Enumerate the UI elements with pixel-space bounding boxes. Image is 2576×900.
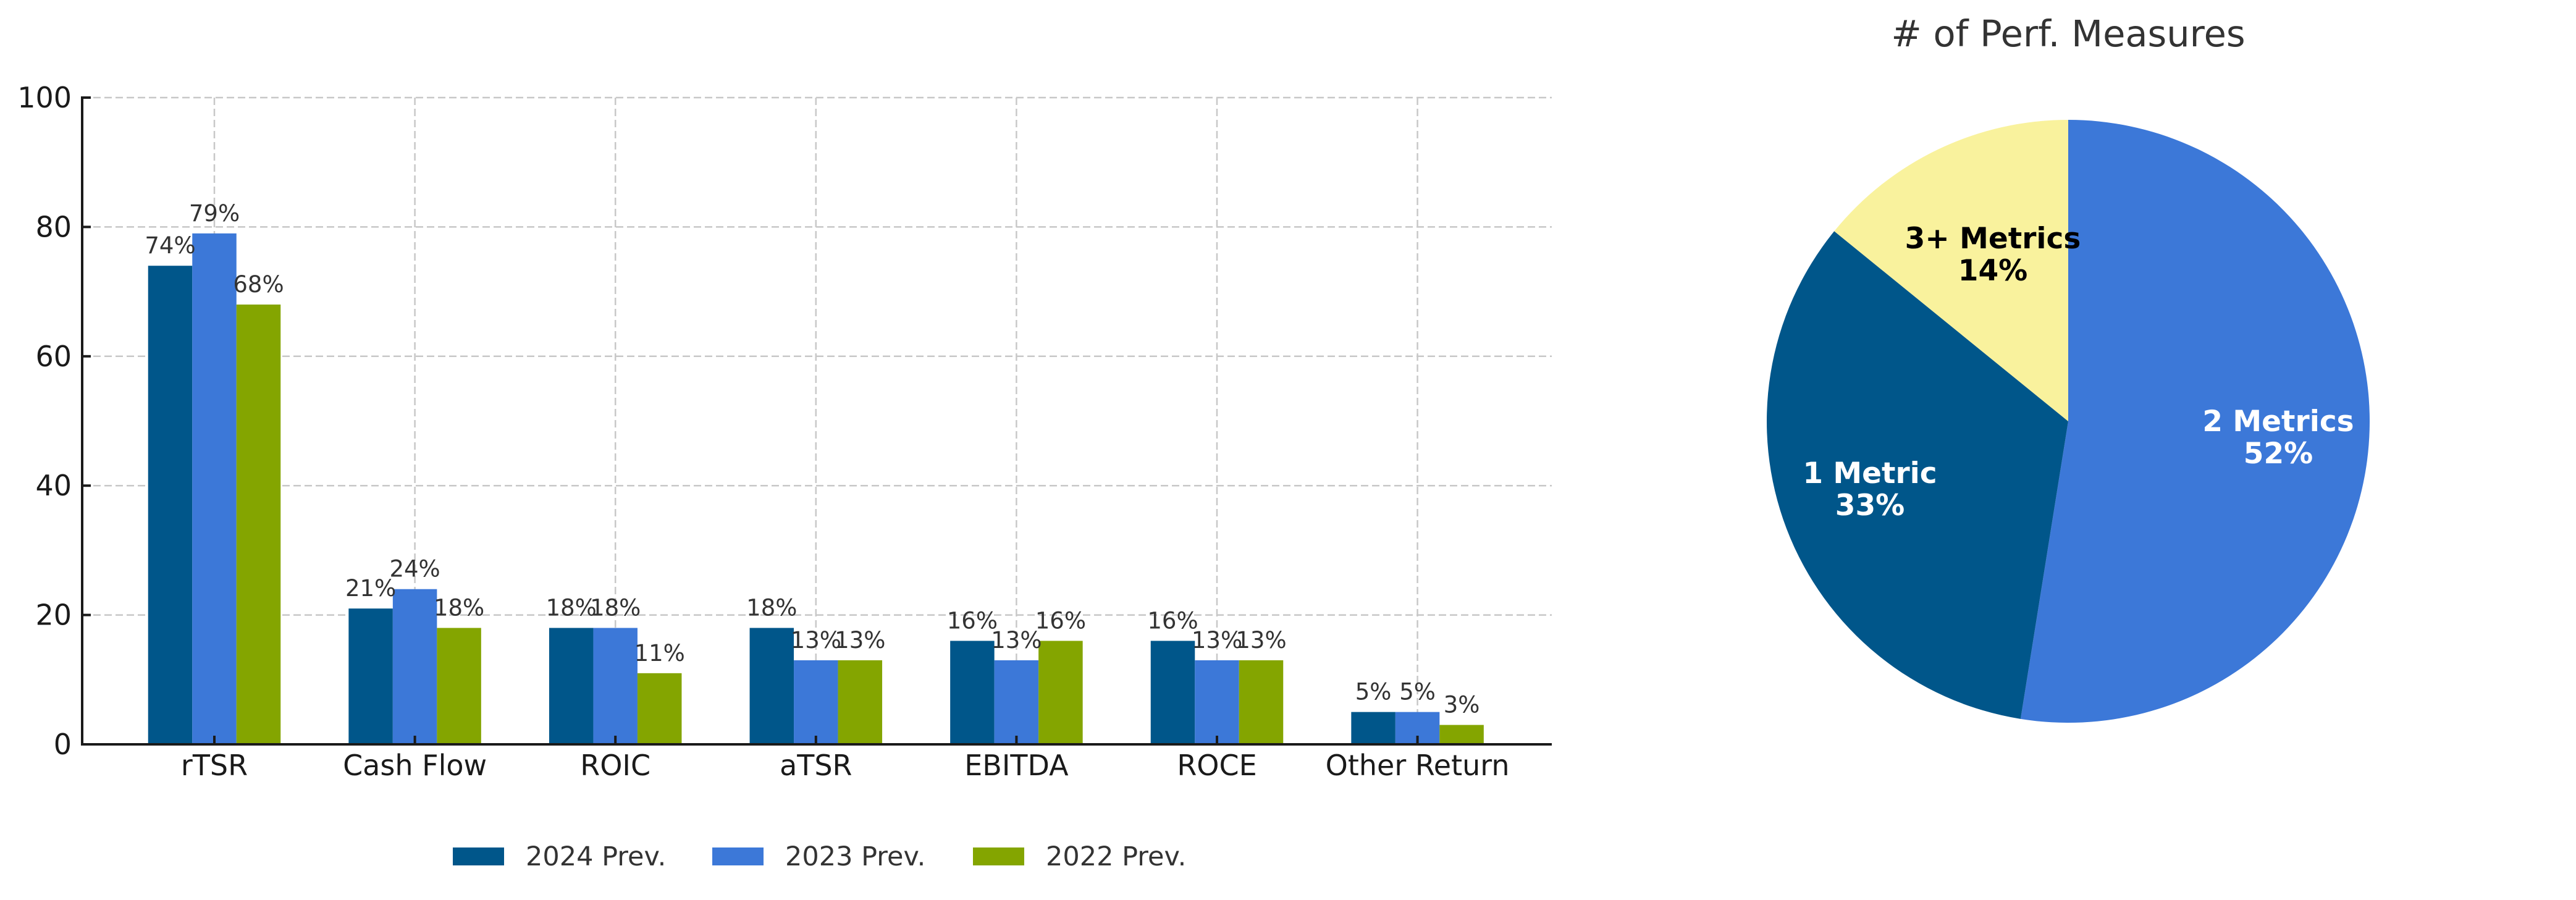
bar-value-label: 79% [189, 200, 240, 227]
y-tick-label: 80 [35, 210, 72, 243]
bar[interactable] [1351, 712, 1395, 744]
bar-value-label: 13% [791, 627, 841, 654]
x-tick-label: ROCE [1177, 749, 1256, 782]
bar[interactable] [437, 628, 481, 744]
y-axis-tick-labels: 0 20 40 60 80 100 [17, 81, 91, 761]
bar-value-label: 5% [1399, 679, 1436, 705]
pie-slice-percent: 33% [1835, 489, 1905, 523]
bar[interactable] [549, 628, 594, 744]
pie-slice[interactable] [1834, 120, 2068, 421]
bar[interactable] [1239, 660, 1284, 744]
y-tick-label: 40 [35, 469, 72, 502]
bar-value-label: 68% [233, 271, 284, 298]
pie-slice-name: 2 Metrics [2202, 405, 2354, 439]
bar-value-label: 3% [1444, 692, 1480, 718]
bar[interactable] [148, 266, 193, 745]
legend-swatch [973, 847, 1024, 865]
legend-label: 2023 Prev. [785, 841, 925, 872]
bar-value-label: 16% [1035, 607, 1086, 634]
x-tick-label: rTSR [181, 749, 248, 782]
x-tick-label: EBITDA [964, 749, 1069, 782]
bars [148, 233, 1484, 745]
y-tick-label: 60 [35, 340, 72, 373]
y-tick-label: 20 [35, 599, 72, 632]
bar[interactable] [593, 628, 638, 744]
legend-swatch [712, 847, 764, 865]
x-tick-label: Cash Flow [343, 749, 487, 782]
bar[interactable] [1439, 725, 1484, 744]
bar[interactable] [637, 673, 682, 744]
x-tick-label: aTSR [780, 749, 852, 782]
x-tick-label: ROIC [580, 749, 650, 782]
bar-value-label: 13% [1192, 627, 1242, 654]
y-tick-label: 0 [54, 728, 72, 761]
bar[interactable] [838, 660, 883, 744]
legend: 2024 Prev. 2023 Prev. 2022 Prev. [453, 841, 1186, 872]
pie-slice-name: 1 Metric [1803, 456, 1937, 490]
bar[interactable] [1150, 641, 1195, 744]
bar-value-label: 18% [546, 595, 597, 621]
legend-item[interactable]: 2024 Prev. [453, 841, 666, 872]
bar-value-label: 74% [145, 232, 195, 259]
bar[interactable] [994, 660, 1039, 744]
legend-item[interactable]: 2022 Prev. [973, 841, 1186, 872]
bar-value-label: 24% [389, 556, 440, 582]
bar[interactable] [794, 660, 838, 744]
bar[interactable] [1038, 641, 1083, 744]
bar[interactable] [192, 233, 237, 744]
legend-item[interactable]: 2023 Prev. [712, 841, 925, 872]
bar-value-label: 13% [991, 627, 1042, 654]
bar-chart: 74%21%18% 18% 16% 16%5%79%24%18%13% 13% 13%5%… [17, 81, 1552, 872]
x-tick-label: Other Return [1326, 749, 1510, 782]
legend-label: 2024 Prev. [526, 841, 666, 872]
bar-value-label: 18% [746, 595, 797, 621]
bar-value-labels: 74%21%18% 18% 16% 16%5%79%24%18%13% 13% 13%5%… [145, 200, 1480, 718]
bar-value-label: 18% [590, 595, 641, 621]
bar-value-label: 13% [835, 627, 885, 654]
legend-label: 2022 Prev. [1046, 841, 1186, 872]
x-axis-tick-labels: rTSR Cash Flow ROIC aTSR EBITDA ROCE Other Ret… [181, 736, 1510, 782]
bar[interactable] [392, 589, 437, 744]
bar-value-label: 16% [947, 607, 998, 634]
legend-swatch [453, 847, 504, 865]
pie-slice[interactable] [1766, 231, 2068, 719]
bar[interactable] [1195, 660, 1239, 744]
bar-value-label: 13% [1235, 627, 1286, 654]
pie-title: # of Perf. Measures [1891, 12, 2245, 55]
pie-slice-percent: 52% [2244, 437, 2313, 471]
bar-value-label: 16% [1147, 607, 1198, 634]
pie-slices [1766, 120, 2370, 723]
bar-value-label: 11% [634, 640, 685, 667]
pie-slice-percent: 14% [1958, 254, 2028, 288]
bar[interactable] [950, 641, 995, 744]
bar[interactable] [348, 608, 393, 744]
bar[interactable] [749, 628, 794, 744]
bar-value-label: 21% [345, 575, 396, 602]
bar[interactable] [236, 305, 281, 744]
bar-value-label: 18% [434, 595, 484, 621]
bar-value-label: 5% [1355, 679, 1392, 705]
pie-slice-name: 3+ Metrics [1905, 222, 2081, 256]
pie-slice[interactable] [2020, 120, 2370, 723]
y-tick-label: 100 [17, 81, 72, 114]
